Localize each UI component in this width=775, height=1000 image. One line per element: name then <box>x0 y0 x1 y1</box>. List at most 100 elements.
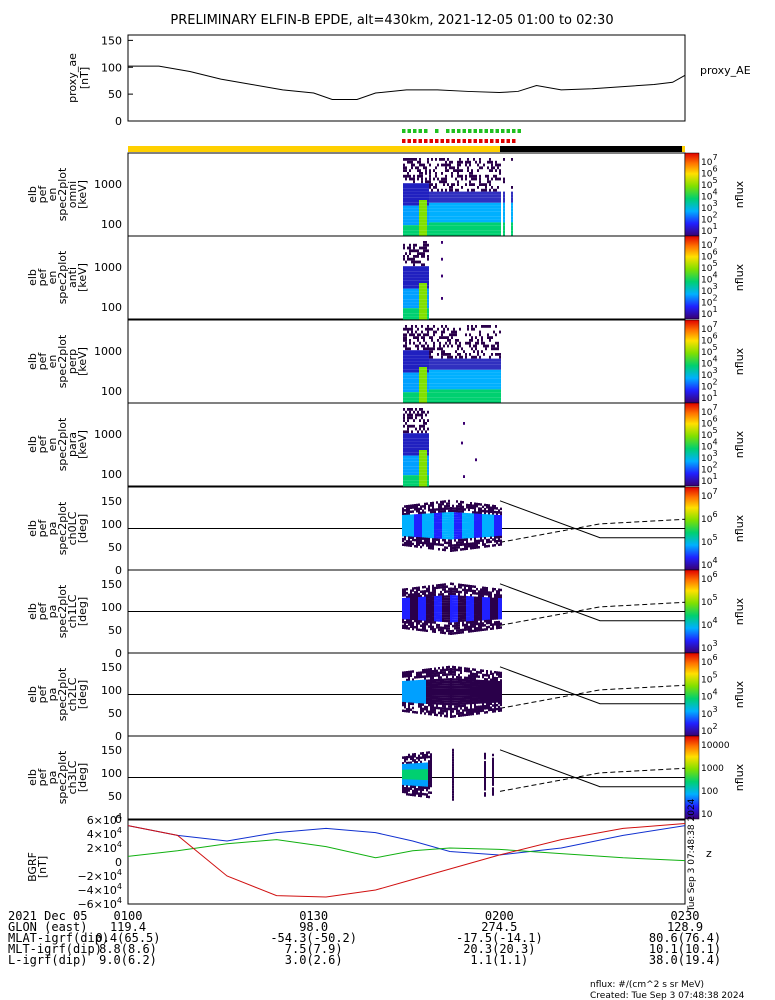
pa-pixel <box>458 602 460 606</box>
panel-ylabel: elb <box>26 353 39 370</box>
spectrogram-pixel <box>409 233 411 237</box>
pa-pixel <box>418 518 420 521</box>
pa-pixel <box>402 681 404 684</box>
pa-pixel <box>494 538 496 541</box>
pa-pixel <box>420 520 422 523</box>
spectrogram-pixel <box>417 308 419 311</box>
spectrogram-pixel <box>409 208 411 212</box>
pa-pixel <box>472 515 474 519</box>
spectrogram-pixel <box>449 230 451 234</box>
panel-ylabel: perp <box>66 349 79 374</box>
spectrogram-pixel <box>443 233 445 237</box>
spectrogram-pixel <box>403 339 405 342</box>
spectrogram-pixel <box>455 233 457 237</box>
pa-pixel <box>430 502 432 505</box>
pa-pixel <box>404 588 406 591</box>
spectrogram-pixel <box>459 216 461 220</box>
spectrogram-pixel <box>503 202 505 206</box>
spectrogram-pixel <box>427 361 429 365</box>
pa-pixel <box>464 543 466 546</box>
pa-pixel <box>422 681 424 685</box>
spectrogram-pixel <box>403 200 405 203</box>
pa-pixel <box>474 620 476 624</box>
spectrogram-pixel <box>465 369 467 373</box>
spectrogram-pixel <box>409 246 411 250</box>
pa-pixel <box>498 622 500 626</box>
pa-pixel <box>468 524 470 527</box>
colorbar-tick: 102 <box>701 722 718 737</box>
spectrogram-pixel <box>411 478 413 481</box>
pa-pixel <box>488 538 490 542</box>
spectrogram-pixel <box>485 347 487 351</box>
pa-pixel <box>466 522 468 525</box>
spectrogram-pixel <box>457 200 459 203</box>
spectrogram-pixel <box>413 158 415 161</box>
colorbar-tick: 103 <box>701 705 718 720</box>
spectrogram-pixel <box>457 188 459 192</box>
spectrogram-pixel <box>479 233 481 237</box>
spectrogram-pixel <box>403 480 405 484</box>
pa-pixel <box>466 612 468 615</box>
pa-pixel <box>410 603 412 606</box>
spectrogram-pixel <box>423 280 425 283</box>
spectrogram-pixel <box>419 378 421 381</box>
pa-pixel <box>432 504 434 507</box>
spectrogram-pixel <box>473 202 475 206</box>
pa-pixel <box>416 532 418 536</box>
spectrogram-pixel <box>411 313 413 317</box>
spectrogram-pixel <box>483 367 485 370</box>
spectrogram-pixel <box>423 461 425 464</box>
spectrogram-pixel <box>467 325 469 328</box>
pa-pixel <box>430 681 432 684</box>
pa-pixel <box>406 694 408 697</box>
spectrogram-pixel <box>495 372 497 376</box>
spectrogram-pixel <box>461 441 463 445</box>
spectrogram-pixel <box>411 361 413 365</box>
spectrogram-pixel <box>421 255 423 258</box>
status-bar-end <box>682 146 685 152</box>
pa-pixel <box>434 619 436 622</box>
spectrogram-pixel <box>461 219 463 223</box>
spectrogram-pixel <box>415 472 417 476</box>
spectrogram-pixel <box>447 386 449 390</box>
pa-pixel <box>412 613 414 617</box>
spectrogram-pixel <box>425 294 427 297</box>
pa-pixel <box>406 542 408 545</box>
spectrogram-pixel <box>453 233 455 237</box>
pa-pixel <box>468 544 470 548</box>
spectrogram-pixel <box>447 353 449 356</box>
spectrogram-pixel <box>459 233 461 237</box>
spectrogram-pixel <box>425 430 427 434</box>
pa-pixel <box>416 522 418 525</box>
spectrogram-pixel <box>453 361 455 365</box>
pa-pixel <box>470 607 472 610</box>
spectrogram-pixel <box>471 386 473 390</box>
pa-pixel <box>422 679 424 683</box>
pa-pixel <box>412 710 414 714</box>
marker-red <box>424 139 428 143</box>
pa-pixel <box>452 605 454 608</box>
pa-pixel <box>402 513 404 516</box>
spectrogram-pixel <box>469 216 471 220</box>
spectrogram-pixel <box>487 191 489 195</box>
spectrogram-pixel <box>409 339 411 342</box>
pa-pixel <box>494 603 496 607</box>
spectrogram-pixel <box>421 452 423 456</box>
spectrogram-pixel <box>461 216 463 220</box>
spectrogram-pixel <box>413 458 415 462</box>
spectrogram-pixel <box>467 341 469 345</box>
spectrogram-pixel <box>451 174 453 178</box>
pa-pixel <box>444 500 446 503</box>
spectrogram-pixel <box>483 214 485 217</box>
spectrogram-pixel <box>425 395 427 398</box>
spectrogram-pixel <box>405 441 407 445</box>
spectrogram-pixel <box>481 216 483 220</box>
spectrogram-pixel <box>477 202 479 206</box>
pa-pixel <box>446 534 448 537</box>
colorbar <box>684 402 700 487</box>
spectrogram-pixel <box>425 202 427 206</box>
spectrogram-pixel <box>405 475 407 478</box>
pa-pixel <box>494 605 496 609</box>
spectrogram-pixel <box>471 375 473 379</box>
